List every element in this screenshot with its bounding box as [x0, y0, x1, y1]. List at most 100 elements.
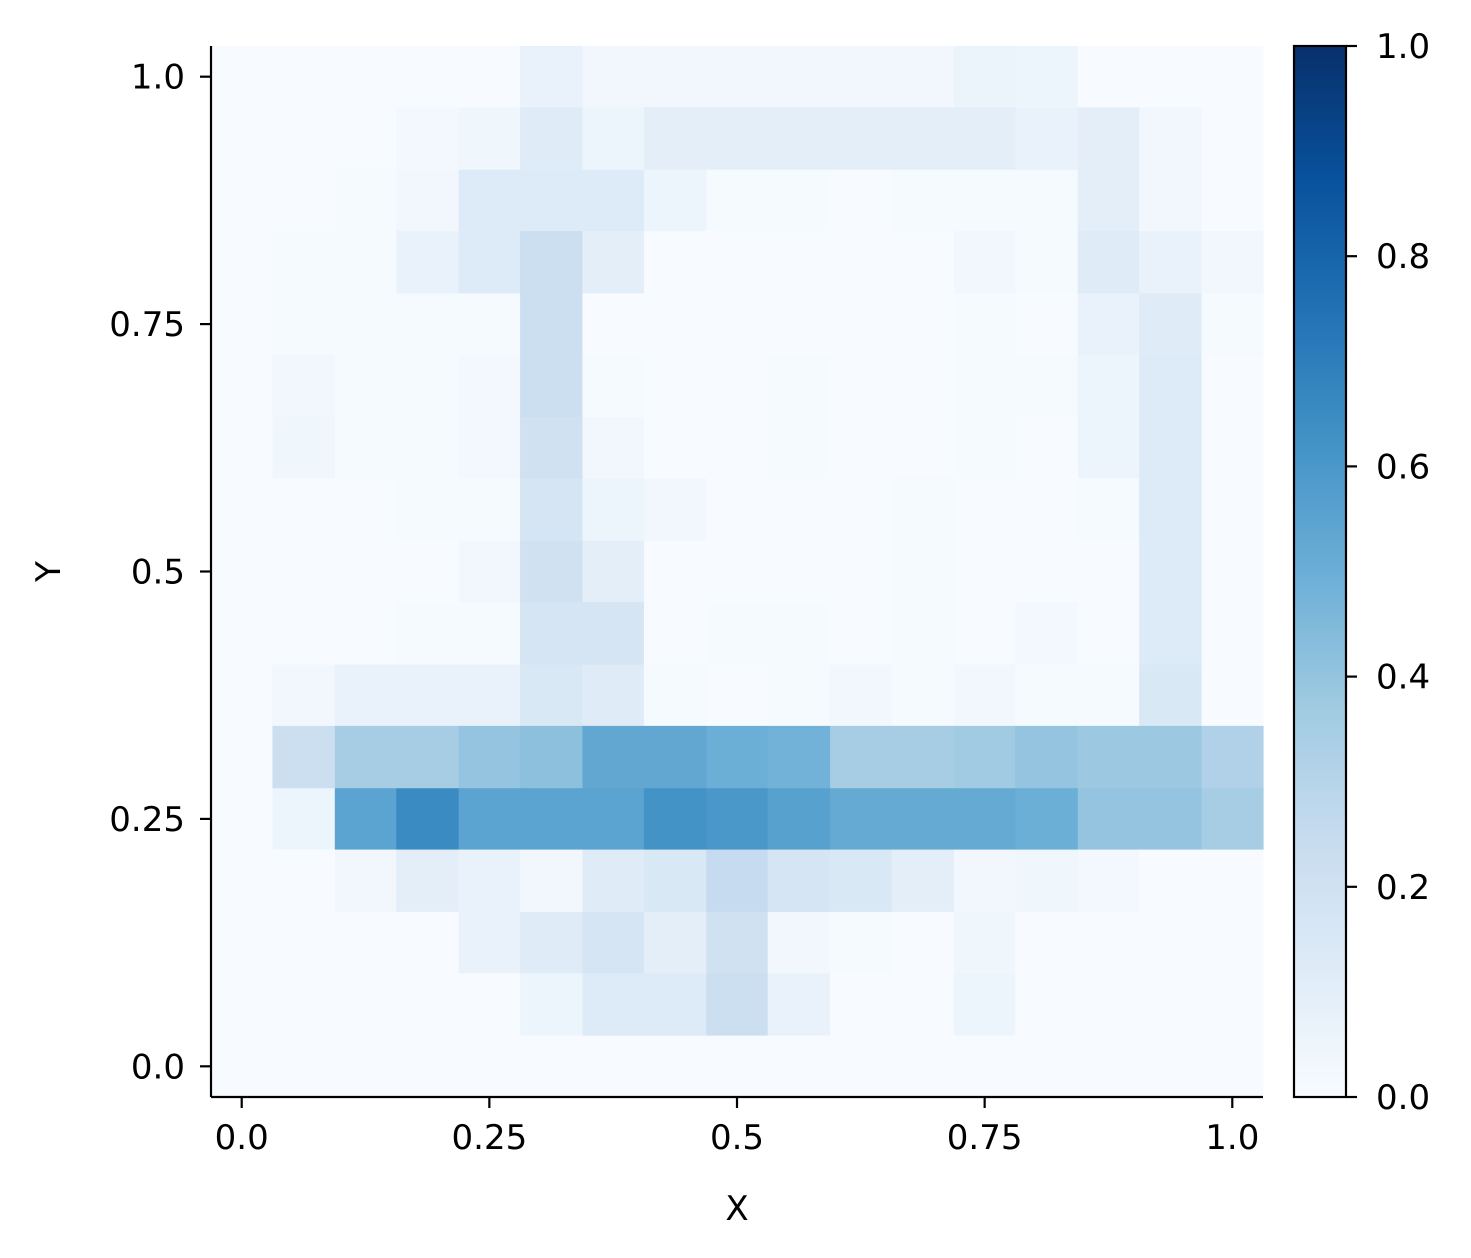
heatmap-cell	[1015, 293, 1079, 356]
heatmap-cell	[1139, 973, 1203, 1037]
heatmap-cell	[767, 478, 831, 542]
heatmap-cell	[396, 725, 460, 789]
heatmap-cell	[1077, 417, 1140, 480]
heatmap-cell	[643, 107, 707, 171]
heatmap-cell	[520, 46, 584, 108]
heatmap-cell	[396, 540, 460, 603]
heatmap-cell	[396, 417, 460, 480]
heatmap-cell	[520, 107, 584, 171]
heatmap-cell	[1015, 849, 1079, 913]
x-tick-label: 0.0	[215, 1118, 269, 1158]
colorbar-tick-label: 0.8	[1376, 237, 1430, 277]
heatmap-cell	[334, 911, 397, 974]
heatmap-cell	[334, 1035, 397, 1098]
heatmap-cell	[767, 725, 831, 789]
heatmap-cell	[1139, 293, 1203, 356]
heatmap-cell	[334, 478, 397, 542]
heatmap-cell	[520, 478, 584, 542]
heatmap-cell	[767, 664, 831, 727]
heatmap-cell	[891, 788, 955, 851]
heatmap-cell	[1077, 540, 1140, 603]
heatmap-cell	[830, 540, 893, 603]
heatmap-cell	[830, 602, 893, 666]
heatmap-cell	[891, 46, 955, 108]
heatmap-cell	[1139, 1035, 1203, 1098]
heatmap-cell	[458, 1035, 521, 1098]
heatmap-cell	[582, 231, 645, 295]
heatmap-cell	[1015, 46, 1079, 108]
heatmap-cell	[458, 664, 521, 727]
heatmap-cell	[767, 231, 831, 295]
heatmap-cell	[953, 231, 1016, 295]
heatmap-cell	[1201, 231, 1264, 295]
heatmap-cell	[706, 664, 769, 727]
x-tick-label: 0.25	[452, 1118, 528, 1158]
heatmap-cell	[1077, 973, 1140, 1037]
heatmap-cell	[891, 725, 955, 789]
heatmap-cell	[706, 293, 769, 356]
colorbar-tick-label: 0.2	[1376, 868, 1430, 908]
heatmap-cell	[520, 788, 584, 851]
heatmap-cell	[396, 478, 460, 542]
heatmap-cell	[1077, 602, 1140, 666]
heatmap-cell	[1201, 417, 1264, 480]
heatmap-cell	[643, 46, 707, 108]
heatmap-cell	[520, 1035, 584, 1098]
heatmap-cell	[767, 46, 831, 108]
heatmap-cell	[520, 293, 584, 356]
heatmap-cell	[1077, 46, 1140, 108]
heatmap-cell	[830, 725, 893, 789]
heatmap-cell	[1139, 169, 1203, 232]
heatmap-cell	[458, 602, 521, 666]
heatmap-cell	[458, 354, 521, 418]
heatmap-cell	[1077, 1035, 1140, 1098]
heatmap-cell	[1015, 602, 1079, 666]
heatmap-cell	[891, 478, 955, 542]
heatmap-cell	[582, 911, 645, 974]
heatmap-cell	[706, 354, 769, 418]
heatmap-cell	[891, 107, 955, 171]
heatmap-cell	[1015, 788, 1079, 851]
heatmap-cell	[953, 849, 1016, 913]
heatmap-cell	[520, 725, 584, 789]
x-axis-ticks: 0.0 0.25 0.5 0.75 1.0	[215, 1097, 1259, 1158]
heatmap-cell	[830, 107, 893, 171]
heatmap-cell	[830, 911, 893, 974]
heatmap-cell	[334, 973, 397, 1037]
heatmap-cell	[211, 664, 274, 727]
heatmap-cell	[520, 849, 584, 913]
colorbar-ticks: 0.0 0.2 0.4 0.6 0.8 1.0	[1346, 27, 1430, 1118]
heatmap-cell	[396, 46, 460, 108]
heatmap-cell	[830, 1035, 893, 1098]
heatmap-cell	[272, 849, 336, 913]
heatmap-cell	[211, 107, 274, 171]
heatmap-cell	[891, 1035, 955, 1098]
heatmap-cell	[767, 1035, 831, 1098]
heatmap-cell	[1139, 664, 1203, 727]
heatmap-cell	[830, 293, 893, 356]
heatmap-cell	[706, 725, 769, 789]
heatmap-cell	[272, 911, 336, 974]
heatmap-cell	[706, 169, 769, 232]
heatmap-cell	[1139, 417, 1203, 480]
heatmap-cell	[396, 973, 460, 1037]
heatmap-cell	[458, 231, 521, 295]
heatmap-cell	[1015, 911, 1079, 974]
heatmap-cell	[891, 293, 955, 356]
heatmap-cell	[953, 107, 1016, 171]
heatmap-cell	[767, 354, 831, 418]
heatmap-cell	[334, 788, 397, 851]
heatmap-cell	[953, 911, 1016, 974]
heatmap-cell	[396, 602, 460, 666]
heatmap-cell	[1201, 169, 1264, 232]
heatmap-cell	[643, 788, 707, 851]
heatmap-cell	[272, 725, 336, 789]
heatmap-cell	[1201, 46, 1264, 108]
heatmap-cell	[953, 293, 1016, 356]
heatmap-cell	[272, 664, 336, 727]
heatmap-cell	[1201, 293, 1264, 356]
heatmap-cell	[1201, 602, 1264, 666]
heatmap-cell	[643, 849, 707, 913]
y-tick-label: 0.25	[109, 800, 185, 840]
heatmap-cell	[1015, 540, 1079, 603]
